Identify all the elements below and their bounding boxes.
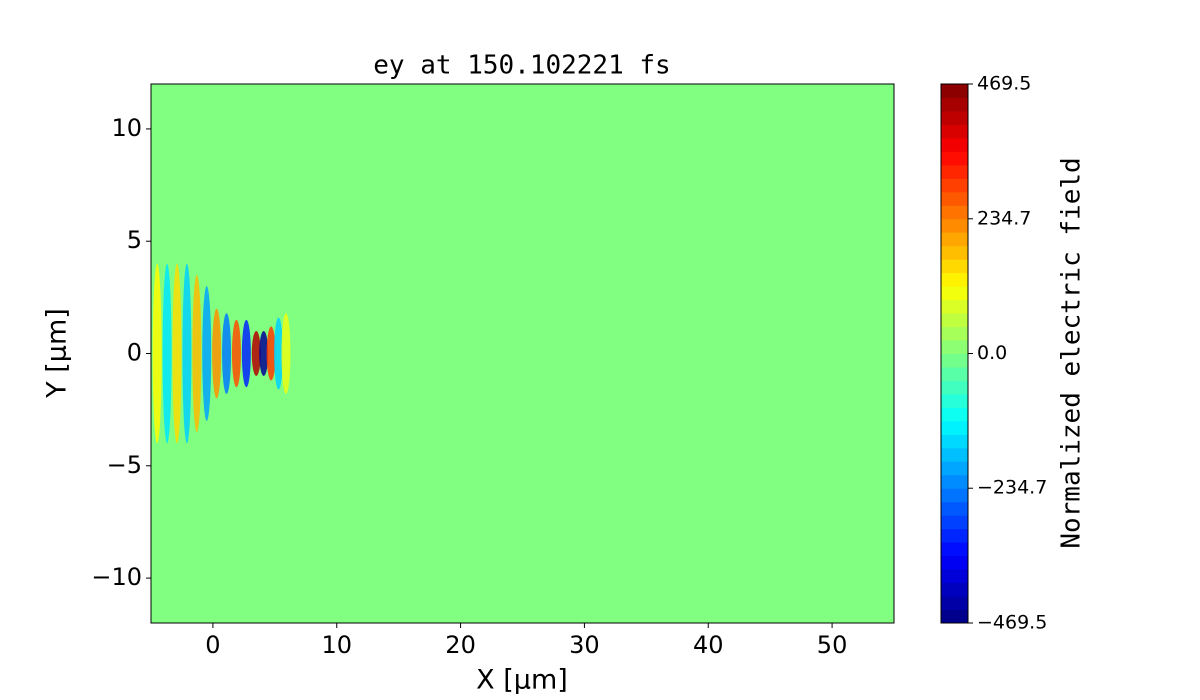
field-blob	[281, 313, 291, 394]
colorbar-band	[941, 84, 968, 98]
y-tick-label: −10	[91, 563, 142, 591]
x-tick-label: 40	[693, 631, 724, 659]
field-blob	[202, 286, 212, 421]
x-tick-label: 30	[569, 631, 600, 659]
chart-title: ey at 150.102221 fs	[373, 51, 670, 81]
colorbar-band	[941, 272, 968, 287]
colorbar-band	[941, 609, 968, 624]
colorbar-band	[941, 582, 968, 597]
colorbar-band	[941, 259, 968, 274]
colorbar-band	[941, 313, 968, 328]
field-blob	[259, 331, 269, 376]
colorbar-tick-label: −469.5	[977, 612, 1047, 634]
colorbar-tick-label: 234.7	[977, 207, 1031, 229]
y-tick-label: −5	[107, 451, 142, 479]
field-blob	[212, 308, 222, 399]
colorbar-band	[941, 110, 968, 125]
colorbar-tick-label: 0.0	[977, 342, 1007, 364]
colorbar-tick-label: 469.5	[977, 73, 1031, 95]
field-blob	[241, 319, 251, 388]
colorbar-band	[941, 474, 968, 489]
y-axis-label: Y [μm]	[42, 308, 73, 399]
y-tick-label: 5	[127, 226, 142, 254]
colorbar-band	[941, 340, 968, 354]
colorbar-band	[941, 124, 968, 139]
colorbar-band	[941, 232, 968, 247]
field-blob	[192, 274, 202, 433]
colorbar-band	[941, 420, 968, 435]
field-blob	[231, 319, 241, 388]
colorbar-band	[941, 353, 968, 368]
colorbar-band	[941, 245, 968, 260]
colorbar-band	[941, 137, 968, 152]
colorbar-band	[941, 326, 968, 341]
colorbar-band	[941, 447, 968, 462]
field-blob	[222, 313, 232, 394]
colorbar-band	[941, 542, 968, 557]
colorbar-band	[941, 286, 968, 301]
colorbar-band	[941, 299, 968, 314]
colorbar-tick-label: −234.7	[977, 477, 1047, 499]
colorbar-band	[941, 393, 968, 408]
x-tick-label: 10	[321, 631, 352, 659]
colorbar-band	[941, 218, 968, 233]
colorbar-band	[941, 380, 968, 395]
field-blob	[182, 263, 192, 444]
colorbar-band	[941, 488, 968, 503]
colorbar-band	[941, 501, 968, 516]
colorbar-band	[941, 205, 968, 220]
colorbar-band	[941, 178, 968, 193]
x-tick-label: 0	[205, 631, 220, 659]
colorbar-band	[941, 97, 968, 112]
colorbar-band	[941, 366, 968, 381]
colorbar-band	[941, 555, 968, 570]
plot-area	[151, 84, 894, 623]
colorbar-band	[941, 151, 968, 166]
colorbar-band	[941, 528, 968, 543]
field-blob	[274, 317, 284, 390]
field-blob	[266, 326, 276, 381]
field-blob	[162, 263, 172, 444]
field-blob	[172, 263, 182, 444]
colorbar-band	[941, 569, 968, 584]
colorbar-band	[941, 461, 968, 476]
field-blob	[251, 331, 261, 376]
colorbar-band	[941, 515, 968, 530]
y-tick-label: 0	[127, 339, 142, 367]
colorbar-band	[941, 434, 968, 449]
field-blob	[152, 263, 162, 444]
colorbar-label: Normalized electric field	[1057, 157, 1087, 548]
colorbar-band	[941, 164, 968, 179]
x-tick-label: 20	[445, 631, 476, 659]
x-axis-label: X [μm]	[476, 665, 568, 696]
y-tick-label: 10	[111, 114, 142, 142]
colorbar-band	[941, 191, 968, 206]
colorbar-band	[941, 596, 968, 611]
colorbar-band	[941, 407, 968, 422]
x-tick-label: 50	[817, 631, 848, 659]
